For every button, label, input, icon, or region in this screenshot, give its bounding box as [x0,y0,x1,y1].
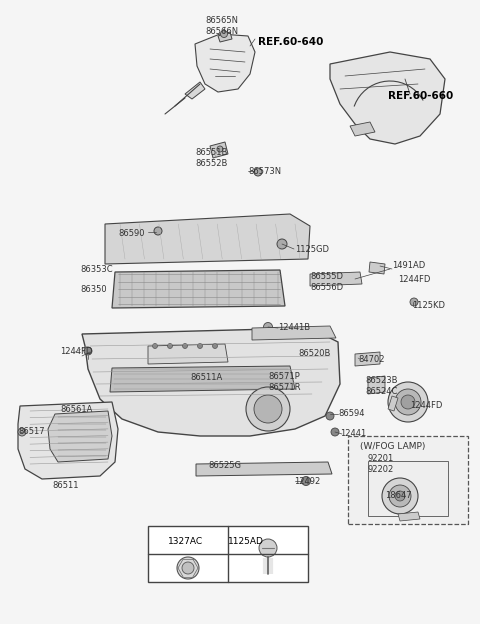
Circle shape [153,343,157,348]
Polygon shape [48,411,112,462]
Polygon shape [218,32,232,42]
Polygon shape [195,34,255,92]
Text: REF.60-660: REF.60-660 [388,91,453,101]
Polygon shape [18,402,118,479]
Text: 86551B
86552B: 86551B 86552B [195,148,228,168]
Circle shape [389,485,411,507]
Circle shape [154,227,162,235]
Polygon shape [310,272,362,286]
Text: 86561A: 86561A [60,406,92,414]
Text: 1125KD: 1125KD [412,301,445,311]
Text: 86590: 86590 [118,230,144,238]
Polygon shape [148,344,228,364]
Polygon shape [210,142,228,158]
Text: 18647: 18647 [385,492,412,500]
Circle shape [197,343,203,348]
Circle shape [182,343,188,348]
Polygon shape [330,52,445,144]
Text: 92201
92202: 92201 92202 [368,454,394,474]
Polygon shape [105,214,310,264]
Circle shape [401,395,415,409]
Circle shape [217,146,223,152]
Text: 86571P
86571R: 86571P 86571R [268,372,300,392]
Text: 12492: 12492 [294,477,320,487]
Text: 86525G: 86525G [208,462,241,470]
Circle shape [213,343,217,348]
Text: 86350: 86350 [80,285,107,293]
Polygon shape [252,326,336,340]
Circle shape [168,343,172,348]
Text: (W/FOG LAMP): (W/FOG LAMP) [360,442,425,451]
Text: 1327AC: 1327AC [168,537,204,547]
Circle shape [410,298,418,306]
Text: 84702: 84702 [358,354,384,364]
Circle shape [254,168,262,176]
Text: 86594: 86594 [338,409,364,419]
Polygon shape [355,352,380,366]
Circle shape [277,239,287,249]
Text: 12441B: 12441B [278,323,310,333]
Bar [148,526,308,582]
Text: 86520B: 86520B [298,349,330,359]
Text: 86555D
86556D: 86555D 86556D [310,272,343,292]
Circle shape [246,387,290,431]
Text: 86353C: 86353C [80,265,113,275]
Polygon shape [368,376,385,394]
Circle shape [331,428,339,436]
Circle shape [264,323,273,331]
Circle shape [220,31,228,37]
Circle shape [84,347,92,355]
Polygon shape [185,82,205,99]
Text: REF.60-640: REF.60-640 [258,37,324,47]
Polygon shape [82,328,340,436]
Text: 1491AD: 1491AD [392,261,425,270]
Text: 86565N
86566N: 86565N 86566N [205,16,238,36]
Polygon shape [112,270,285,308]
Text: 1244FD: 1244FD [60,348,92,356]
Circle shape [395,491,405,501]
Circle shape [177,557,199,579]
Text: 86511A: 86511A [190,374,222,383]
Text: 1244FD: 1244FD [410,401,443,411]
Polygon shape [369,262,385,274]
Text: 86573N: 86573N [248,167,281,177]
Polygon shape [110,366,295,392]
Polygon shape [196,462,332,476]
Bar [348,436,468,524]
Circle shape [18,428,26,436]
Circle shape [254,395,282,423]
Text: 1244FD: 1244FD [398,275,431,283]
Circle shape [301,477,311,485]
Circle shape [395,389,421,415]
Text: 86523B
86524C: 86523B 86524C [365,376,397,396]
Text: 86517: 86517 [18,427,45,437]
Circle shape [388,382,428,422]
Text: 1125AD: 1125AD [228,537,264,547]
Circle shape [259,539,277,557]
Bar [368,461,448,516]
Polygon shape [398,512,420,521]
Circle shape [182,562,194,574]
Text: 12441: 12441 [340,429,366,439]
Text: 86511: 86511 [52,482,79,490]
Text: 1125GD: 1125GD [295,245,329,255]
Circle shape [326,412,334,420]
Polygon shape [350,122,375,136]
Circle shape [382,478,418,514]
Polygon shape [388,396,398,411]
